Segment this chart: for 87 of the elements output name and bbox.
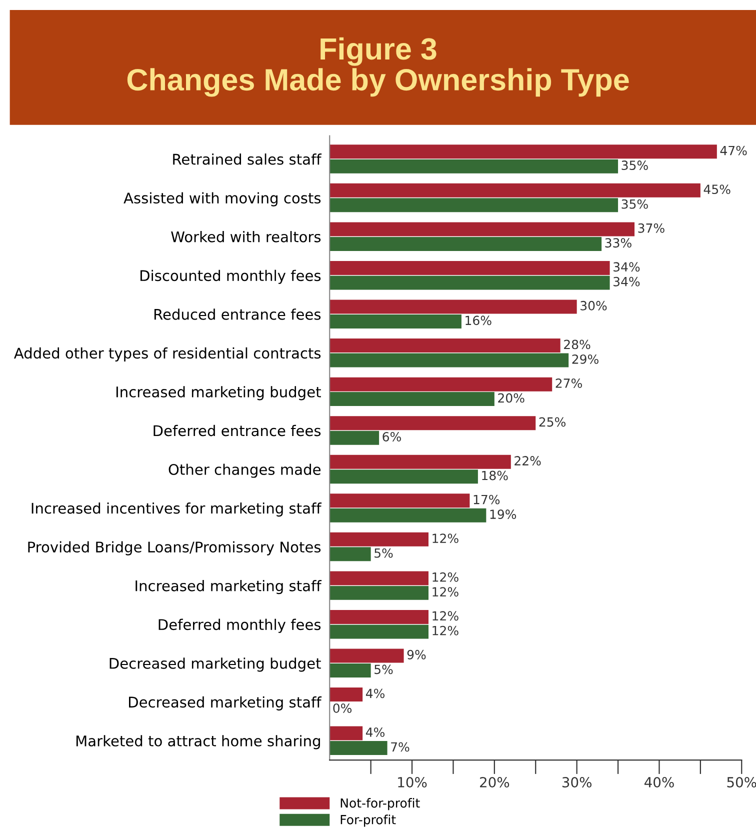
data-label: 17% bbox=[474, 494, 500, 504]
y-tick-label: Reduced entrance fees bbox=[154, 308, 321, 320]
y-tick-label: Decreased marketing budget bbox=[110, 658, 321, 672]
bar bbox=[330, 688, 363, 702]
data-label: 16% bbox=[466, 316, 492, 326]
bar bbox=[330, 741, 388, 756]
y-tick-label: Increased marketing staff bbox=[136, 580, 322, 594]
data-label: 37% bbox=[638, 223, 664, 233]
legend-label: Not-for-profit bbox=[340, 798, 420, 810]
data-label: 20% bbox=[498, 393, 524, 403]
bar bbox=[330, 392, 494, 406]
y-tick-label: Retrained sales staff bbox=[173, 153, 322, 165]
data-label: 25% bbox=[539, 417, 566, 427]
bar bbox=[330, 648, 404, 663]
data-label: 45% bbox=[704, 184, 730, 194]
data-label: 9% bbox=[407, 650, 426, 660]
data-label: 29% bbox=[572, 354, 598, 364]
data-label: 12% bbox=[432, 534, 458, 544]
bar bbox=[330, 159, 618, 174]
y-tick-label: Provided Bridge Loans/Promissory Notes bbox=[28, 541, 321, 556]
data-label: 12% bbox=[432, 587, 458, 597]
bar bbox=[330, 377, 552, 392]
data-label: 18% bbox=[482, 470, 508, 480]
bar bbox=[330, 470, 478, 484]
data-label: 19% bbox=[490, 510, 516, 520]
data-label: 5% bbox=[374, 664, 393, 674]
bar bbox=[330, 144, 717, 159]
data-label: 12% bbox=[432, 611, 458, 621]
bar bbox=[330, 547, 371, 562]
x-tick-label: 40% bbox=[644, 776, 674, 788]
data-label: 27% bbox=[556, 378, 582, 388]
data-label: 7% bbox=[391, 742, 410, 752]
bar bbox=[330, 726, 363, 740]
x-tick-label: 30% bbox=[562, 776, 592, 788]
y-tick-label: Deferred entrance fees bbox=[154, 424, 321, 436]
bar bbox=[330, 260, 610, 275]
y-tick-label: Discounted monthly fees bbox=[140, 270, 321, 284]
bar bbox=[330, 610, 428, 624]
y-tick-label: Other changes made bbox=[168, 464, 321, 478]
bar bbox=[330, 300, 577, 314]
bar bbox=[330, 236, 602, 251]
bar bbox=[330, 454, 511, 469]
y-tick-label: Increased marketing budget bbox=[116, 386, 321, 400]
y-tick-label: Added other types of residential contracts bbox=[14, 347, 321, 362]
bar bbox=[330, 338, 560, 353]
bar bbox=[330, 314, 462, 328]
x-tick-label: 20% bbox=[480, 776, 510, 788]
data-label: 33% bbox=[605, 238, 632, 248]
data-label: 12% bbox=[432, 626, 458, 636]
data-label: 4% bbox=[366, 727, 384, 737]
data-label: 34% bbox=[614, 262, 640, 272]
bar bbox=[330, 532, 428, 546]
y-tick-label: Deferred monthly fees bbox=[158, 618, 321, 633]
data-label: 0% bbox=[333, 703, 352, 713]
data-label: 5% bbox=[374, 548, 393, 558]
y-tick-label: Worked with realtors bbox=[171, 231, 321, 242]
legend-label: For-profit bbox=[340, 814, 396, 827]
bar bbox=[330, 183, 700, 198]
bar bbox=[330, 571, 428, 586]
x-tick-label: 10% bbox=[398, 776, 427, 788]
data-label: 35% bbox=[622, 199, 648, 209]
bar bbox=[330, 494, 470, 508]
y-tick-label: Assisted with moving costs bbox=[124, 192, 321, 206]
bar bbox=[330, 624, 428, 639]
bar bbox=[330, 198, 618, 212]
y-tick-label: Increased incentives for marketing staff bbox=[32, 502, 322, 517]
data-label: 28% bbox=[564, 340, 590, 350]
y-tick-label: Marketed to attract home sharing bbox=[76, 735, 320, 750]
data-label: 35% bbox=[622, 160, 648, 170]
bar bbox=[330, 430, 380, 445]
data-label: 47% bbox=[720, 146, 747, 156]
chart-title: Figure 3 Changes Made by Ownership Type bbox=[127, 37, 629, 97]
bar bbox=[330, 663, 371, 678]
data-label: 22% bbox=[514, 456, 541, 466]
bar bbox=[330, 586, 428, 600]
data-label: 12% bbox=[432, 572, 458, 582]
bar bbox=[330, 416, 536, 430]
data-label: 34% bbox=[614, 276, 640, 286]
data-label: 4% bbox=[366, 688, 384, 698]
y-tick-label: Decreased marketing staff bbox=[129, 696, 322, 710]
bar bbox=[330, 276, 610, 290]
x-tick-label: 50% bbox=[727, 776, 756, 788]
data-label: 30% bbox=[580, 300, 607, 310]
bar bbox=[330, 353, 569, 368]
bar bbox=[330, 222, 635, 236]
bar bbox=[330, 508, 486, 522]
data-label: 6% bbox=[382, 432, 401, 442]
